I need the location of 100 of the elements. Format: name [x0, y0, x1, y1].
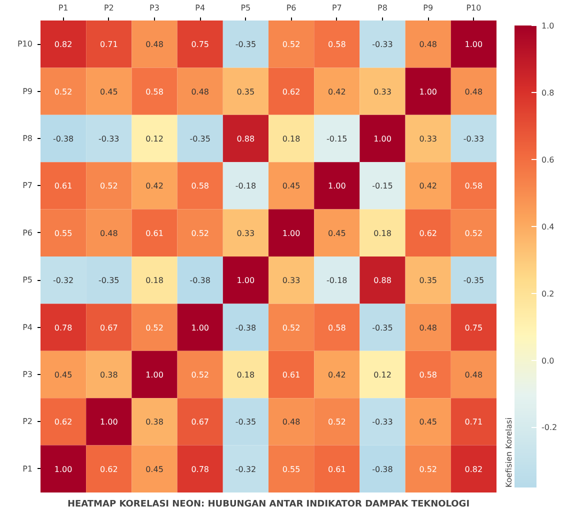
data-label: 0.61 — [328, 464, 346, 474]
data-label: 0.48 — [282, 418, 300, 427]
data-label: 0.35 — [419, 276, 438, 286]
data-label: 0.52 — [328, 418, 346, 427]
data-label: -0.35 — [235, 418, 256, 427]
data-label: 0.18 — [146, 276, 164, 286]
y-tick-label: P9 — [22, 86, 33, 96]
data-label: 0.42 — [328, 370, 346, 380]
data-label: 0.42 — [419, 182, 438, 191]
data-label: 1.00 — [146, 370, 164, 380]
data-label: 0.52 — [191, 228, 210, 238]
data-label: 0.71 — [100, 40, 118, 50]
data-label: 0.67 — [191, 418, 210, 427]
data-label: -0.38 — [190, 276, 210, 286]
data-label: 0.42 — [146, 182, 164, 191]
data-label: 0.75 — [464, 323, 483, 332]
data-label: -0.33 — [98, 134, 120, 144]
data-label: 0.42 — [328, 87, 346, 96]
data-label: 0.33 — [236, 228, 255, 238]
data-label: 0.48 — [419, 323, 438, 332]
data-label: 0.62 — [100, 464, 118, 474]
data-label: 0.52 — [100, 182, 118, 191]
color-bar-label: 0.4 — [542, 222, 554, 232]
data-label: -0.15 — [372, 182, 393, 191]
color-bar-title: Koefisien Korelasi — [504, 418, 514, 488]
x-tick-label: P8 — [378, 4, 388, 12]
data-label: 0.48 — [191, 87, 210, 96]
data-label: 0.78 — [191, 464, 210, 474]
data-label: 0.52 — [54, 87, 72, 96]
data-label: 1.00 — [328, 182, 346, 191]
x-tick-label: P1 — [58, 4, 68, 12]
data-label: 1.00 — [191, 323, 210, 332]
data-label: 1.00 — [282, 228, 300, 238]
data-label: 0.58 — [146, 87, 164, 96]
data-label: -0.38 — [52, 134, 74, 144]
data-label: 0.55 — [282, 464, 300, 474]
data-label: 1.00 — [54, 464, 72, 474]
data-label: -0.33 — [372, 418, 393, 427]
data-label: 1.00 — [100, 418, 118, 427]
x-tick-label: P3 — [150, 4, 160, 12]
data-label: 0.61 — [54, 182, 72, 191]
data-label: -0.33 — [463, 134, 484, 144]
data-label: 0.12 — [146, 134, 164, 144]
data-label: 0.45 — [146, 464, 164, 474]
data-label: -0.35 — [463, 276, 484, 286]
data-label: -0.38 — [235, 323, 256, 332]
color-bar-label: 0.2 — [542, 289, 554, 298]
data-label: 0.82 — [464, 464, 483, 474]
x-tick-label: P10 — [466, 4, 482, 12]
data-label: 0.38 — [146, 418, 164, 427]
color-bar-label: 0.6 — [542, 155, 554, 164]
data-label: 0.33 — [374, 87, 392, 96]
data-label: 0.52 — [146, 323, 164, 332]
data-label: 0.48 — [419, 40, 438, 50]
data-label: 0.62 — [419, 228, 438, 238]
y-tick-label: P1 — [22, 464, 33, 474]
data-label: 0.52 — [282, 40, 300, 50]
y-tick-label: P5 — [22, 276, 33, 285]
data-label: 0.55 — [54, 228, 72, 238]
y-tick-label: P8 — [22, 134, 33, 143]
data-label: 0.61 — [282, 370, 300, 380]
data-label: 0.33 — [419, 134, 438, 144]
data-label: 0.45 — [282, 182, 300, 191]
data-label: -0.32 — [52, 276, 74, 286]
data-label: 0.67 — [100, 323, 118, 332]
y-tick-label: P2 — [22, 417, 33, 426]
data-label: -0.35 — [372, 323, 393, 332]
data-label: 0.38 — [100, 370, 118, 380]
y-tick-label: P3 — [22, 370, 33, 379]
data-label: 1.00 — [419, 87, 438, 96]
data-label: 0.52 — [191, 370, 210, 380]
data-label: 0.48 — [464, 370, 483, 380]
data-label: 0.12 — [374, 370, 392, 380]
data-label: 0.52 — [282, 323, 300, 332]
data-label: 0.88 — [374, 276, 392, 286]
data-label: 0.48 — [146, 40, 164, 50]
data-label: 0.82 — [54, 40, 72, 50]
y-tick-label: P6 — [22, 228, 33, 238]
x-tick-label: P2 — [104, 4, 114, 12]
data-label: -0.18 — [235, 182, 256, 191]
color-bar-label: -0.2 — [542, 423, 558, 432]
data-label: 0.48 — [100, 228, 118, 238]
data-label: -0.32 — [235, 464, 256, 474]
data-label: 0.52 — [464, 228, 483, 238]
data-label: 0.18 — [282, 134, 300, 144]
x-tick-label: P5 — [240, 4, 251, 12]
text: HEATMAP KORELASI NEON: HUBUNGAN ANTAR INDIKATOR DAMPAK TEKNOLOGI — [67, 500, 470, 510]
data-label: 0.45 — [100, 87, 118, 96]
data-label: 0.45 — [54, 370, 72, 380]
x-tick-label: P4 — [195, 4, 206, 12]
color-bar-label: 0.0 — [542, 356, 554, 366]
x-tick-label: P6 — [286, 4, 296, 12]
data-label: 0.58 — [464, 182, 483, 191]
data-label: 0.18 — [236, 370, 255, 380]
data-label: 1.00 — [374, 134, 392, 144]
data-label: 0.48 — [464, 87, 483, 96]
data-label: -0.35 — [190, 134, 210, 144]
data-label: 0.62 — [282, 87, 300, 96]
data-label: 0.58 — [328, 40, 346, 50]
data-label: -0.35 — [98, 276, 120, 286]
